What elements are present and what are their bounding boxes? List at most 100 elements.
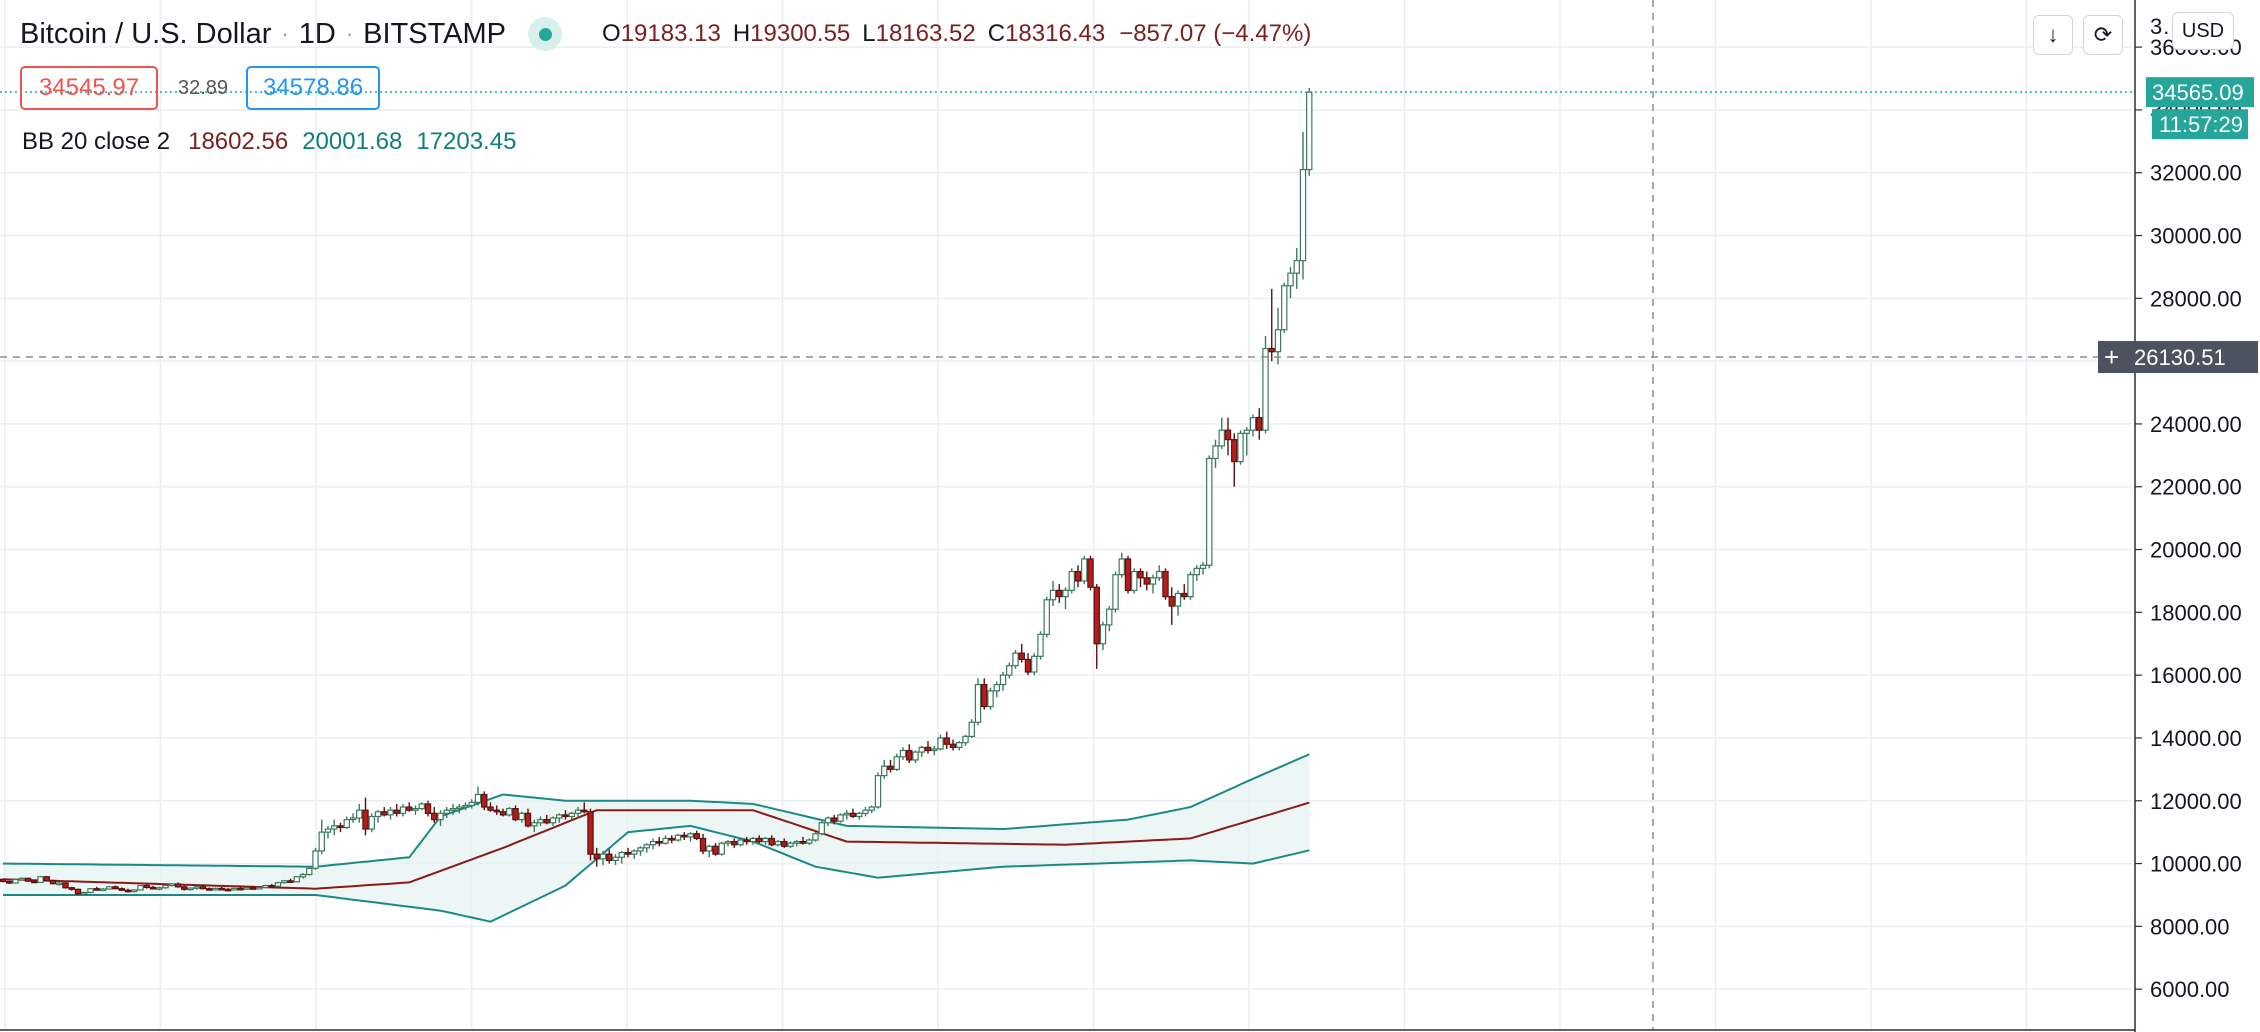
candle-body (406, 806, 413, 811)
candle (881, 759, 888, 779)
candle (987, 687, 994, 710)
candle-body (987, 690, 994, 708)
candle-body (412, 808, 419, 811)
candle-body (1093, 586, 1100, 645)
candle (274, 881, 282, 887)
candle-body (87, 888, 94, 894)
candle-body (106, 886, 113, 890)
candle (662, 835, 669, 845)
candle (1231, 433, 1238, 487)
candle-body (118, 888, 125, 891)
candle (424, 800, 432, 817)
candle-body (481, 793, 488, 808)
candle-body (518, 812, 525, 821)
candle (124, 888, 132, 893)
candle-body (393, 809, 400, 814)
candle-body (199, 886, 207, 890)
candle-body (49, 879, 57, 885)
candle-body (1143, 577, 1150, 585)
candle (1118, 552, 1125, 578)
buy-price-button[interactable]: 34578.86 (246, 66, 380, 110)
candle (631, 849, 638, 859)
candle-body (143, 884, 150, 889)
crosshair (0, 0, 2132, 1030)
spread-value: 32.89 (177, 76, 229, 99)
candle (943, 731, 950, 749)
candle-body (656, 840, 663, 844)
candle-body (1118, 558, 1125, 576)
candle (462, 802, 469, 811)
candle (24, 877, 32, 882)
candle-body (431, 812, 438, 821)
candle (49, 879, 57, 885)
candle-body (499, 811, 507, 816)
candle-body (1037, 633, 1044, 657)
candle-body (1149, 577, 1157, 585)
candle (737, 838, 744, 847)
reset-chart-icon[interactable]: ⟳ (2083, 15, 2123, 55)
candle-body (862, 809, 869, 814)
candle-body (318, 831, 325, 852)
candle (981, 678, 988, 710)
candle-body (312, 850, 319, 869)
candle (724, 840, 732, 847)
candle-body (606, 853, 613, 862)
candle-body (1024, 658, 1032, 673)
candle-body (456, 806, 463, 810)
candle (674, 833, 682, 842)
candle (1143, 571, 1150, 591)
candle-body (1012, 652, 1019, 667)
candle (299, 872, 307, 879)
price-axis-bg (2135, 0, 2260, 1032)
open-value: 19183.13 (620, 20, 721, 47)
candle (1187, 571, 1194, 600)
currency-button[interactable]: USD (2172, 12, 2234, 50)
candle (1093, 584, 1100, 669)
candles (0, 87, 1313, 895)
candle (1199, 562, 1207, 575)
bollinger-band-area (3, 754, 1310, 922)
symbol-name[interactable]: Bitcoin / U.S. Dollar (20, 17, 272, 50)
candle-body (1281, 285, 1288, 331)
candle-body (1224, 429, 1232, 441)
candle (493, 805, 500, 815)
candle (412, 805, 419, 815)
candle (581, 802, 588, 814)
candle-body (506, 808, 513, 816)
candle (1074, 565, 1082, 588)
indicator-label[interactable]: BB 20 close 2 (22, 128, 171, 155)
candle (1049, 580, 1057, 607)
candle (1262, 336, 1269, 434)
candle (1156, 565, 1163, 581)
candle-body (281, 880, 288, 884)
crosshair-plus-icon: + (2104, 342, 2119, 372)
candle-body (256, 886, 263, 890)
candle-body (868, 806, 875, 811)
sell-price-button[interactable]: 34545.97 (20, 66, 158, 110)
candle-body (299, 873, 307, 878)
candle (924, 741, 932, 754)
candle (512, 805, 519, 822)
download-icon[interactable]: ↓ (2033, 15, 2073, 55)
change-value: −857.07 (−4.47%) (1119, 20, 1312, 47)
candle (1243, 427, 1250, 456)
candle-body (1199, 564, 1207, 569)
candle (1112, 571, 1119, 613)
candle (1212, 439, 1219, 468)
bb-lower-value: 17203.45 (416, 128, 517, 155)
candle (899, 747, 907, 760)
candle-body (1156, 570, 1163, 579)
candle-body (1274, 329, 1282, 353)
indicator-legend[interactable]: BB 20 close 2 18602.56 20001.68 17203.45 (22, 128, 530, 156)
close-label: C (987, 20, 1006, 47)
candle-body (993, 683, 1000, 692)
candle-body (218, 887, 225, 891)
market-status-icon[interactable] (528, 17, 563, 51)
interval-label[interactable]: 1D (298, 17, 336, 50)
candle (1193, 565, 1200, 581)
candle-body (693, 833, 700, 840)
candle-body (899, 749, 907, 758)
candle-body (637, 847, 644, 852)
